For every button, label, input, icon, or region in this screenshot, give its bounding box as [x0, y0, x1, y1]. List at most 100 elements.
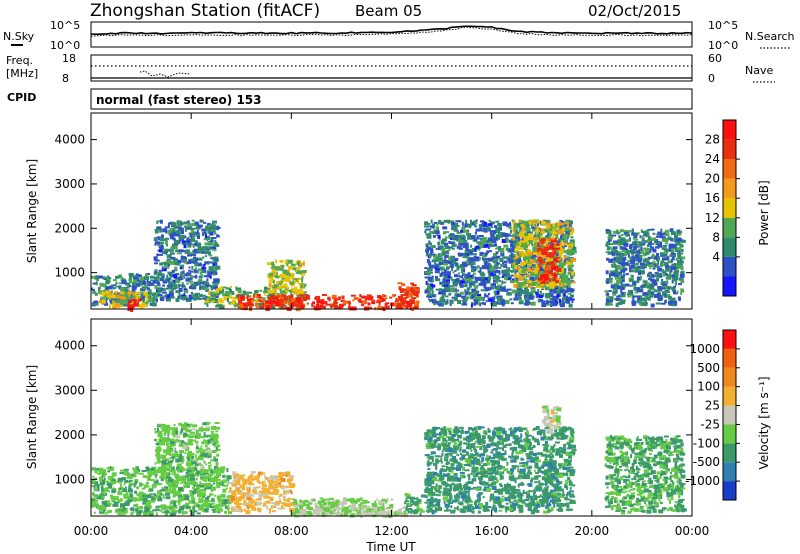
- heat-cell-2801: [476, 235, 479, 240]
- heat-cell-3405: [543, 268, 547, 271]
- heat-cell-668: [209, 503, 212, 508]
- heat-cell-673: [128, 497, 134, 500]
- heat-cell-2478: [454, 257, 459, 261]
- heat-cell-469: [128, 493, 131, 497]
- heat-cell-3336: [540, 284, 545, 287]
- heat-cell-2960: [523, 280, 529, 284]
- heat-cell-2441: [561, 220, 565, 224]
- heat-cell-377: [100, 495, 105, 499]
- heat-cell-763: [157, 469, 162, 474]
- heat-cell-311: [157, 497, 163, 502]
- heat-cell-1345: [367, 298, 373, 301]
- heat-cell-680: [110, 495, 115, 500]
- heat-cell-3119: [522, 284, 527, 288]
- heat-cell-437: [228, 511, 232, 515]
- heat-cell-3143: [536, 285, 541, 288]
- heat-cell-2051: [493, 290, 499, 294]
- heat-cell-1344: [248, 302, 251, 306]
- heat-cell-147: [149, 289, 152, 293]
- heat-cell-225: [112, 304, 117, 307]
- heat-cell-3497: [656, 265, 660, 269]
- heat-cell-3729: [618, 276, 623, 281]
- heat-cell-3430: [555, 243, 560, 246]
- heat-cell-557: [180, 475, 183, 480]
- heat-cell-1409: [286, 263, 289, 267]
- heat-cell-3360: [531, 281, 537, 284]
- heat-cell-2856: [500, 286, 506, 291]
- heat-cell-504: [166, 476, 172, 479]
- heat-cell-3495: [609, 274, 611, 279]
- heat-cell-263: [143, 292, 146, 296]
- heat-cell-2254: [440, 221, 444, 224]
- heat-cell-1391: [298, 262, 304, 265]
- heat-cell-78: [110, 284, 114, 287]
- heat-cell-2829: [496, 290, 500, 295]
- heat-cell-1077: [230, 296, 235, 299]
- heat-cell-181: [140, 297, 144, 299]
- heat-cell-2886: [517, 222, 521, 226]
- heat-cell-2079: [497, 223, 503, 226]
- heat-cell-1570: [506, 256, 512, 261]
- heat-cell-611: [146, 471, 151, 474]
- heat-cell-530: [211, 225, 217, 230]
- heat-cell-4101: [650, 295, 654, 298]
- heat-cell-1799: [547, 241, 551, 244]
- heat-cell-785: [183, 292, 186, 295]
- heat-cell-72: [159, 492, 163, 496]
- heat-cell-454: [99, 470, 105, 474]
- heat-cell-2285: [533, 234, 537, 239]
- heat-cell-365: [199, 285, 202, 290]
- heat-cell-3951: [674, 281, 677, 286]
- heat-cell-2179: [449, 285, 454, 288]
- heat-cell-223: [118, 487, 121, 492]
- heat-cell-3821: [680, 252, 684, 255]
- heat-cell-3627: [606, 278, 611, 283]
- heat-cell-1301: [330, 306, 333, 309]
- heat-cell-741: [216, 426, 221, 430]
- heat-cell-2514: [568, 230, 570, 233]
- heat-cell-2087: [478, 282, 483, 286]
- heat-cell-2372: [488, 237, 493, 242]
- heat-cell-246: [225, 506, 228, 509]
- heat-cell-126: [136, 486, 140, 490]
- heat-cell-2184: [461, 295, 467, 299]
- heat-cell-715: [96, 483, 100, 487]
- heat-cell-342: [157, 495, 162, 499]
- heat-cell-635: [163, 295, 166, 298]
- heat-cell-649: [184, 495, 189, 500]
- heat-cell-3421: [544, 276, 550, 281]
- heat-cell-1845: [498, 234, 503, 238]
- heat-cell-3174: [555, 234, 559, 239]
- heat-cell-2386: [446, 271, 451, 276]
- heat-cell-1215: [271, 300, 276, 304]
- heat-cell-2152: [530, 301, 536, 306]
- heat-cell-831: [197, 224, 203, 228]
- heat-cell-187: [151, 302, 154, 307]
- heat-cell-442: [209, 254, 213, 257]
- heat-cell-3972: [671, 256, 675, 261]
- heat-cell-553: [200, 274, 203, 277]
- heat-cell-2608: [508, 221, 511, 226]
- heat-cell-50: [141, 281, 146, 285]
- heat-cell-765: [165, 230, 168, 234]
- heat-cell-1627: [451, 267, 454, 272]
- heat-cell-562: [216, 495, 221, 500]
- heat-cell-3345: [520, 231, 526, 234]
- heat-cell-3752: [669, 228, 674, 233]
- heat-cell-641: [137, 512, 142, 515]
- heat-cell-2292: [495, 220, 500, 223]
- heat-cell-613: [207, 486, 211, 489]
- heat-cell-647: [178, 227, 182, 231]
- heat-cell-3638: [680, 256, 686, 260]
- heat-cell-3915: [632, 256, 636, 261]
- heat-cell-4037: [634, 259, 640, 262]
- heat-cell-1906: [563, 250, 567, 253]
- heat-cell-685: [93, 488, 98, 492]
- heat-cell-975: [223, 296, 229, 301]
- heat-cell-850: [173, 245, 178, 250]
- heat-cell-2773: [531, 264, 534, 269]
- heat-cell-3193: [530, 272, 535, 277]
- heat-cell-508: [99, 506, 105, 509]
- heat-cell-115: [136, 282, 141, 287]
- heat-cell-807: [155, 430, 161, 433]
